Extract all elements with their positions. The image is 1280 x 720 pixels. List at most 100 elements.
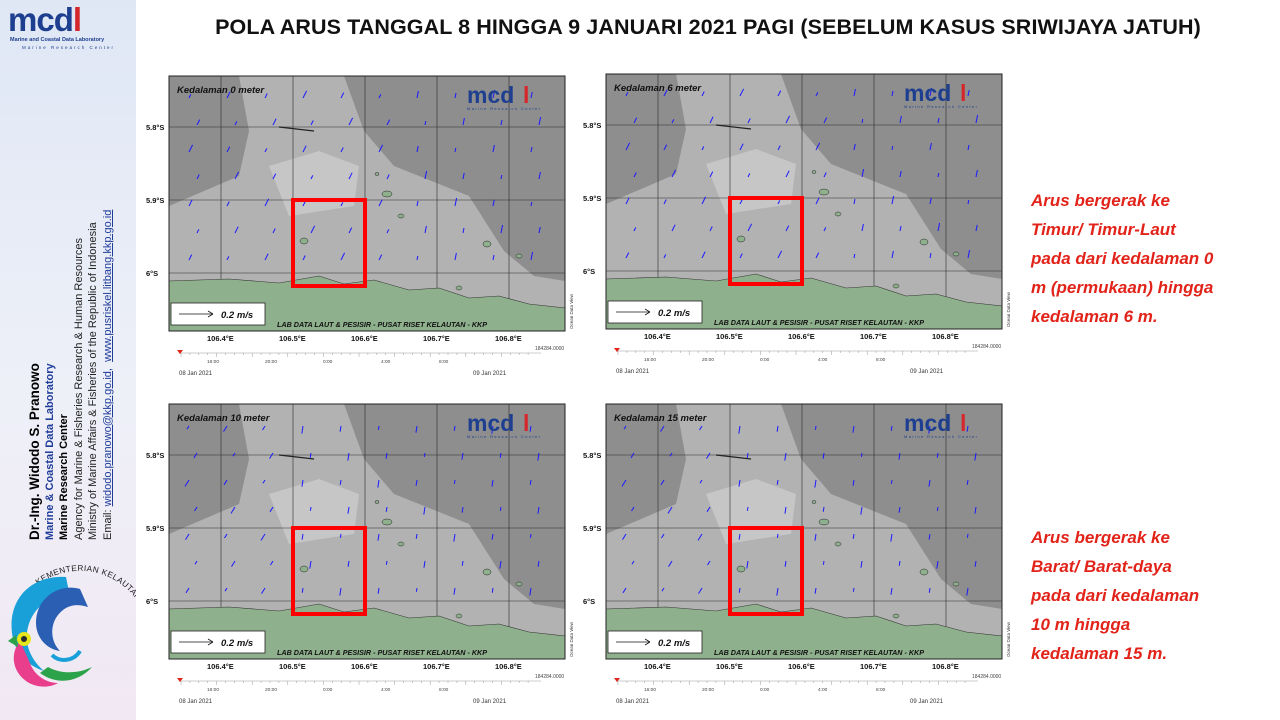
current-arrow: [974, 560, 977, 567]
mcdl-logo: mcdl Marine and Coastal Data Laboratory …: [8, 1, 116, 50]
author-name: Dr.-Ing. Widodo S. Pranowo: [27, 363, 42, 540]
timeline-tick-label: 8:00: [876, 357, 886, 363]
current-arrow: [815, 197, 820, 205]
lon-label: 106.8°E: [932, 332, 959, 341]
island: [381, 190, 393, 198]
island: [811, 170, 817, 174]
current-arrow: [814, 479, 817, 488]
lat-label: 5.9°S: [146, 524, 164, 533]
island: [952, 581, 960, 587]
current-arrow: [226, 256, 230, 261]
island: [736, 235, 746, 243]
lon-label: 106.8°E: [495, 662, 522, 671]
current-arrow: [461, 452, 464, 460]
odv-label: Ocean Data View: [569, 621, 574, 657]
lat-label: 5.9°S: [146, 196, 164, 205]
island: [455, 285, 463, 291]
current-arrow: [348, 172, 353, 180]
current-arrow: [701, 251, 706, 259]
logo-subtitle: Marine and Coastal Data Laboratory: [10, 37, 105, 43]
current-arrow: [776, 587, 779, 596]
current-arrow: [234, 171, 240, 180]
current-arrow: [776, 425, 779, 432]
timeline-tick-label: 0:00: [323, 359, 333, 365]
current-arrow: [625, 92, 629, 97]
current-arrow: [631, 560, 635, 565]
current-arrow: [377, 533, 380, 541]
current-arrow: [891, 90, 894, 97]
current-arrow: [974, 506, 977, 514]
current-arrow: [416, 255, 419, 261]
current-arrow: [302, 255, 306, 261]
current-arrow: [668, 560, 673, 567]
lab-name: Marine & Coastal Data Laboratory: [43, 363, 56, 540]
date-start: 08 Jan 2021: [616, 369, 650, 375]
lon-label: 106.4°E: [644, 662, 671, 671]
current-arrow: [530, 146, 533, 153]
footer-label: LAB DATA LAUT & PESISIR - PUSAT RISET KE…: [277, 320, 487, 329]
current-arrow: [967, 144, 970, 151]
current-arrow: [196, 119, 201, 126]
map-panel-6m: Kedalaman 6 meter mcd l Marine Research Cen…: [582, 70, 1032, 385]
current-arrow: [814, 533, 817, 541]
current-arrow: [537, 506, 540, 514]
timeline-marker: [614, 348, 620, 352]
island: [397, 213, 405, 219]
current-arrow: [785, 170, 790, 178]
timeline-value: 184284.0000: [972, 674, 1001, 680]
current-arrow: [697, 533, 703, 541]
current-arrow: [348, 117, 354, 126]
current-arrow: [899, 170, 902, 178]
current-arrow: [853, 143, 856, 151]
map-frame: [605, 403, 1003, 660]
current-arrow: [630, 452, 635, 459]
current-arrow: [196, 229, 200, 234]
current-arrow: [538, 226, 541, 234]
scale-arrow-head: [644, 308, 651, 316]
current-arrow: [822, 506, 825, 512]
timeline-tick-label: 4:00: [818, 687, 828, 693]
current-arrow: [453, 479, 456, 484]
current-arrow: [661, 587, 665, 592]
lat-label: 6°S: [146, 597, 158, 606]
current-arrow: [301, 587, 304, 593]
scale-label: 0.2 m/s: [221, 638, 253, 649]
current-arrow: [186, 425, 190, 430]
current-arrow: [777, 250, 783, 259]
current-arrow: [309, 506, 312, 511]
website-link[interactable]: www.pusriskel.litbang.kkp.go.id: [101, 209, 114, 362]
current-arrow: [777, 90, 782, 97]
current-arrow: [302, 90, 308, 99]
island: [834, 211, 842, 217]
current-arrow: [814, 587, 817, 594]
current-arrow: [669, 452, 673, 457]
lon-label: 106.4°E: [207, 334, 234, 343]
current-arrow: [967, 249, 971, 259]
current-arrow: [269, 506, 274, 513]
email-link[interactable]: widodo.pranowo@kkp.go.id,: [101, 368, 114, 507]
current-arrow: [230, 506, 236, 514]
current-arrow: [815, 252, 820, 259]
depth-label: Kedalaman 6 meter: [614, 83, 702, 94]
current-arrow: [224, 587, 228, 592]
current-arrow: [709, 226, 713, 232]
current-arrow: [339, 425, 342, 432]
date-end: 09 Jan 2021: [473, 699, 507, 705]
scale-box: [170, 630, 266, 654]
watermark-sub: Marine Research Center: [467, 106, 541, 111]
current-arrow: [667, 506, 673, 514]
current-vectors: [184, 425, 540, 596]
current-arrow: [232, 452, 236, 457]
current-arrow: [663, 254, 667, 259]
highlight-box: [291, 198, 367, 288]
current-arrow: [776, 479, 779, 485]
current-arrow: [861, 223, 864, 232]
current-arrow: [491, 587, 494, 593]
map-frame: [168, 403, 566, 660]
current-arrow: [270, 560, 274, 566]
current-arrow: [185, 587, 190, 594]
scale-box: [607, 630, 703, 654]
lat-label: 5.8°S: [146, 451, 164, 460]
lon-label: 106.5°E: [279, 662, 306, 671]
